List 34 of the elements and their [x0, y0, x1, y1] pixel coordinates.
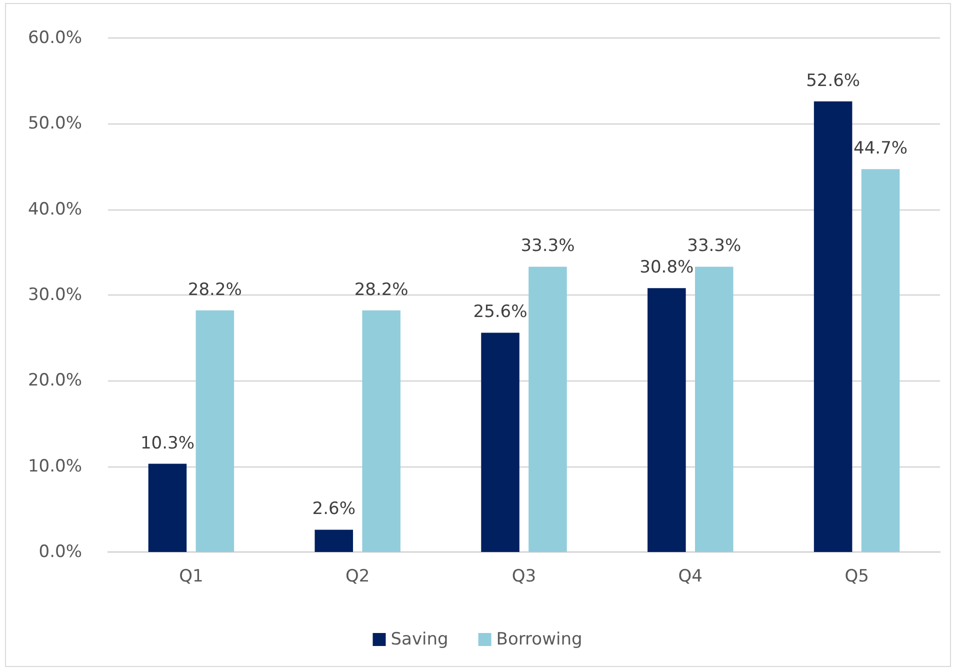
y-tick-label: 10.0%: [28, 456, 82, 476]
data-label: 28.2%: [188, 280, 242, 300]
bar: [814, 101, 852, 552]
data-label: 2.6%: [312, 499, 356, 520]
bar: [861, 169, 900, 552]
x-tick-label: Q5: [844, 566, 869, 586]
data-label: 33.3%: [520, 236, 575, 256]
y-tick-label: 50.0%: [28, 114, 82, 134]
y-tick-label: 60.0%: [28, 28, 82, 48]
x-tick-label: Q3: [512, 566, 536, 586]
data-label: 30.8%: [640, 258, 694, 278]
data-label: 28.2%: [354, 280, 408, 300]
y-tick-label: 30.0%: [28, 285, 82, 305]
legend-label: Borrowing: [496, 630, 582, 650]
data-label: 33.3%: [687, 236, 742, 256]
data-label: 25.6%: [473, 302, 528, 322]
bar: [148, 464, 187, 552]
legend-label: Saving: [390, 630, 448, 650]
bar: [481, 332, 520, 552]
x-tick-label: Q2: [346, 566, 370, 586]
y-tick-label: 40.0%: [28, 199, 82, 220]
bar: [694, 266, 734, 552]
bar: [196, 310, 234, 552]
y-tick-label: 0.0%: [38, 542, 82, 562]
data-label: 10.3%: [140, 433, 194, 454]
x-tick-label: Q1: [179, 566, 204, 586]
bar: [314, 530, 354, 552]
x-tick-label: Q4: [678, 566, 702, 586]
bar: [362, 310, 400, 552]
data-label: 52.6%: [806, 70, 860, 91]
bar: [528, 266, 567, 552]
y-tick-label: 20.0%: [28, 370, 82, 391]
data-label: 44.7%: [854, 138, 908, 159]
bar: [648, 288, 686, 552]
